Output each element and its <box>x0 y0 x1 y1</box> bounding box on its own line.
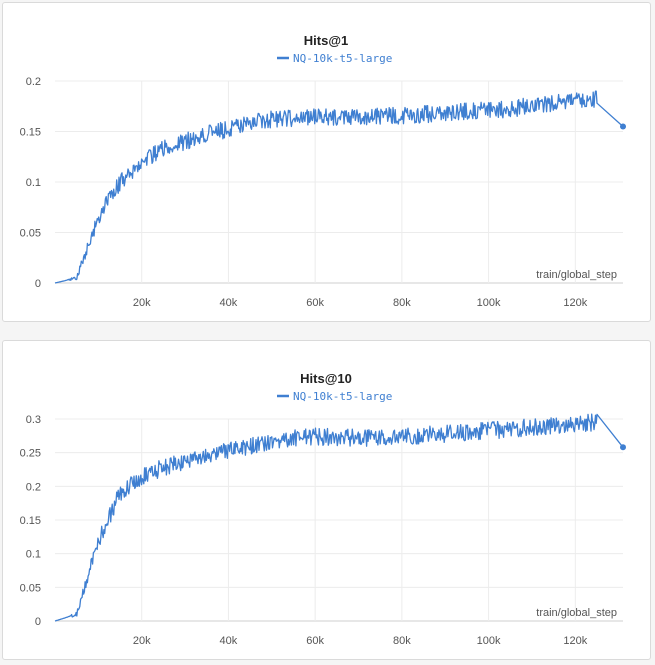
x-tick-label: 20k <box>133 635 151 647</box>
y-tick-label: 0.25 <box>20 448 41 460</box>
x-tick-label: 100k <box>477 635 501 647</box>
y-tick-label: 0 <box>35 616 41 628</box>
series-line <box>54 413 624 622</box>
chart-hits-at-1: Hits@1 NQ-10k-t5-large 0 0.05 0.1 0.15 0.2 2… <box>20 33 626 309</box>
y-tick-label: 0.05 <box>20 228 41 240</box>
y-tick-label: 0.3 <box>26 414 41 426</box>
y-tick-label: 0.2 <box>26 481 41 493</box>
chart-hits-at-10: Hits@10 NQ-10k-t5-large 0 0.05 0.1 0.15 0.2 0… <box>20 371 626 647</box>
legend[interactable]: NQ-10k-t5-large <box>277 390 392 403</box>
x-tick-label: 80k <box>393 297 411 309</box>
x-tick-label: 40k <box>220 635 238 647</box>
x-tick-label: 120k <box>563 635 587 647</box>
x-axis-label: train/global_step <box>536 607 617 619</box>
x-tick-label: 20k <box>133 297 151 309</box>
y-tick-label: 0.15 <box>20 515 41 527</box>
chart-panel-hits-at-1: Hits@1 NQ-10k-t5-large 0 0.05 0.1 0.15 0.2 2… <box>2 2 651 322</box>
legend[interactable]: NQ-10k-t5-large <box>277 52 392 65</box>
series-end-point[interactable] <box>620 444 626 451</box>
x-tick-label: 120k <box>563 297 587 309</box>
y-tick-label: 0.2 <box>26 76 41 88</box>
y-tick-label: 0.1 <box>26 549 41 561</box>
x-tick-label: 40k <box>220 297 238 309</box>
x-tick-label: 100k <box>477 297 501 309</box>
chart-panel-hits-at-10: Hits@10 NQ-10k-t5-large 0 0.05 0.1 0.15 0.2 0… <box>2 340 651 660</box>
x-tick-label: 60k <box>306 297 324 309</box>
y-tick-label: 0.05 <box>20 582 41 594</box>
legend-label: NQ-10k-t5-large <box>293 52 392 65</box>
x-tick-label: 80k <box>393 635 411 647</box>
y-tick-label: 0.1 <box>26 177 41 189</box>
y-tick-label: 0.15 <box>20 127 41 139</box>
chart-title: Hits@10 <box>300 371 352 386</box>
y-tick-label: 0 <box>35 278 41 290</box>
series-end-point[interactable] <box>620 123 626 130</box>
series-line <box>54 90 624 284</box>
legend-label: NQ-10k-t5-large <box>293 390 392 403</box>
chart-title: Hits@1 <box>304 33 348 48</box>
x-tick-label: 60k <box>306 635 324 647</box>
x-axis-label: train/global_step <box>536 269 617 281</box>
